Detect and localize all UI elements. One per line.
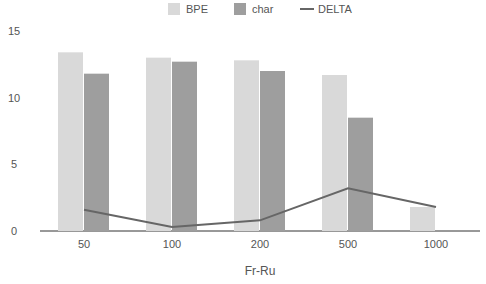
x-tick-label: 500 bbox=[339, 238, 357, 250]
x-tick-label: 200 bbox=[251, 238, 269, 250]
legend-label: DELTA bbox=[318, 3, 352, 15]
x-tick-label: 50 bbox=[78, 238, 90, 250]
legend-swatch bbox=[168, 3, 180, 15]
x-tick-label: 1000 bbox=[424, 238, 448, 250]
legend-swatch bbox=[300, 8, 314, 10]
legend-label: char bbox=[252, 3, 274, 15]
y-tick-label: 0 bbox=[11, 225, 17, 237]
line bbox=[84, 188, 436, 227]
legend-swatch bbox=[234, 3, 246, 15]
x-tick-label: 100 bbox=[163, 238, 181, 250]
bar bbox=[146, 58, 171, 231]
legend-label: BPE bbox=[186, 3, 208, 15]
x-axis-title: Fr-Ru bbox=[245, 264, 276, 278]
bar bbox=[84, 74, 109, 231]
bar bbox=[172, 62, 197, 231]
bar bbox=[322, 75, 347, 231]
y-tick-label: 5 bbox=[11, 158, 17, 170]
bar bbox=[58, 52, 83, 231]
chart: 0 5 10 15 50 100 200 500 1000 Fr-Ru BPE char DELTA bbox=[0, 0, 486, 284]
bar bbox=[410, 207, 435, 231]
bar bbox=[260, 71, 285, 231]
plot bbox=[58, 52, 436, 231]
y-tick-label: 15 bbox=[8, 25, 20, 37]
y-tick-label: 10 bbox=[8, 92, 20, 104]
bar bbox=[234, 60, 259, 231]
bar bbox=[348, 118, 373, 231]
